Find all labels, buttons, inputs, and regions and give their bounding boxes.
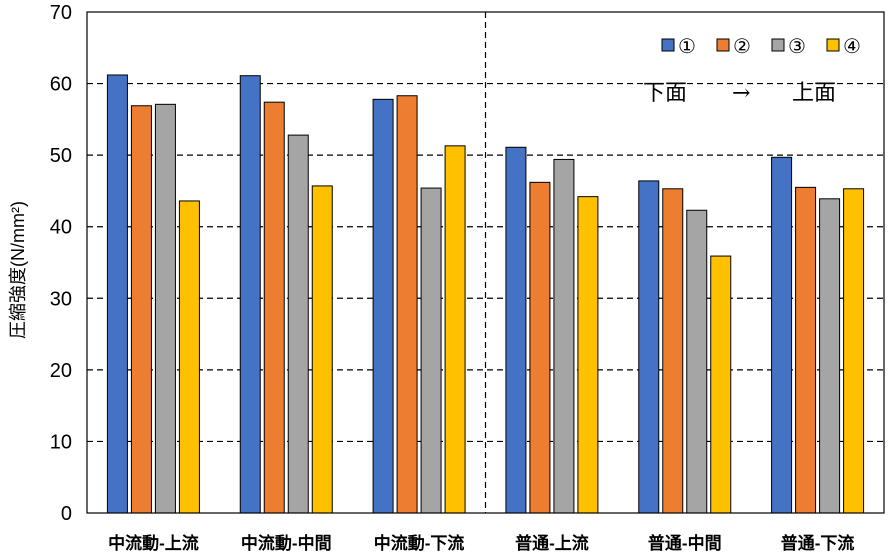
y-axis-ticks: 0 10 20 30 40 50 60 70 bbox=[50, 2, 72, 525]
x-tick-label: 普通-中間 bbox=[648, 533, 722, 553]
y-tick-label: 10 bbox=[50, 431, 72, 453]
x-tick-label: 中流動-下流 bbox=[374, 533, 465, 553]
legend-label: ④ bbox=[843, 36, 861, 58]
x-tick-label: 普通-下流 bbox=[781, 533, 855, 553]
bar-series4-cat5 bbox=[710, 255, 732, 514]
legend-swatch bbox=[661, 38, 675, 52]
y-tick-label: 30 bbox=[50, 288, 72, 310]
bar-series2-cat1 bbox=[130, 105, 152, 514]
x-tick-label: 普通-上流 bbox=[515, 533, 589, 553]
bar-series4-cat3 bbox=[444, 145, 466, 514]
bar-series3-cat5 bbox=[686, 209, 708, 514]
y-tick-label: 50 bbox=[50, 145, 72, 167]
x-tick-label: 中流動-上流 bbox=[108, 533, 199, 553]
y-tick-label: 20 bbox=[50, 360, 72, 382]
bar-series1-cat4 bbox=[505, 146, 527, 514]
bar-series1-cat1 bbox=[106, 74, 128, 514]
bar-series3-cat4 bbox=[553, 158, 575, 514]
position-annotation: 下面 → 上面 bbox=[643, 81, 836, 106]
legend-swatch bbox=[771, 38, 785, 52]
bar-series4-cat2 bbox=[311, 185, 333, 514]
y-tick-label: 0 bbox=[61, 503, 72, 525]
bar-series4-cat6 bbox=[843, 188, 865, 514]
gridlines bbox=[87, 82, 884, 443]
y-tick-label: 70 bbox=[50, 2, 72, 24]
bar-series4-cat1 bbox=[178, 200, 200, 514]
bar-series1-cat5 bbox=[638, 180, 660, 514]
bar-series2-cat4 bbox=[529, 181, 551, 514]
bar-series1-cat6 bbox=[771, 156, 793, 514]
annotation-from: 下面 bbox=[643, 81, 687, 106]
bar-series1-cat2 bbox=[239, 75, 261, 514]
legend: ① ② ③ ④ bbox=[661, 36, 861, 58]
plot-area-frame bbox=[86, 11, 885, 514]
legend-label: ③ bbox=[788, 36, 806, 58]
bar-series4-cat4 bbox=[577, 196, 599, 514]
bar-series1-cat3 bbox=[372, 98, 394, 514]
bar-series3-cat3 bbox=[420, 187, 442, 514]
y-tick-label: 40 bbox=[50, 217, 72, 239]
annotation-to: 上面 bbox=[792, 81, 836, 106]
annotation-arrow: → bbox=[732, 81, 750, 106]
bar-series2-cat6 bbox=[795, 186, 817, 514]
bar-series bbox=[106, 74, 865, 514]
x-axis-ticks: 中流動-上流 中流動-中間 中流動-下流 普通-上流 普通-中間 普通-下流 bbox=[108, 533, 854, 553]
legend-swatch bbox=[716, 38, 730, 52]
y-tick-label: 60 bbox=[50, 74, 72, 96]
bar-series2-cat3 bbox=[396, 95, 418, 514]
bar-series3-cat2 bbox=[287, 134, 309, 514]
legend-label: ② bbox=[733, 36, 751, 58]
bar-series3-cat6 bbox=[819, 198, 841, 514]
legend-label: ① bbox=[678, 36, 696, 58]
bar-series3-cat1 bbox=[154, 103, 176, 514]
y-axis-label: 圧縮強度(N/mm²) bbox=[8, 201, 28, 339]
bar-series2-cat2 bbox=[263, 101, 285, 514]
bar-series2-cat5 bbox=[662, 188, 684, 514]
x-tick-label: 中流動-中間 bbox=[241, 533, 332, 553]
legend-swatch bbox=[826, 38, 840, 52]
